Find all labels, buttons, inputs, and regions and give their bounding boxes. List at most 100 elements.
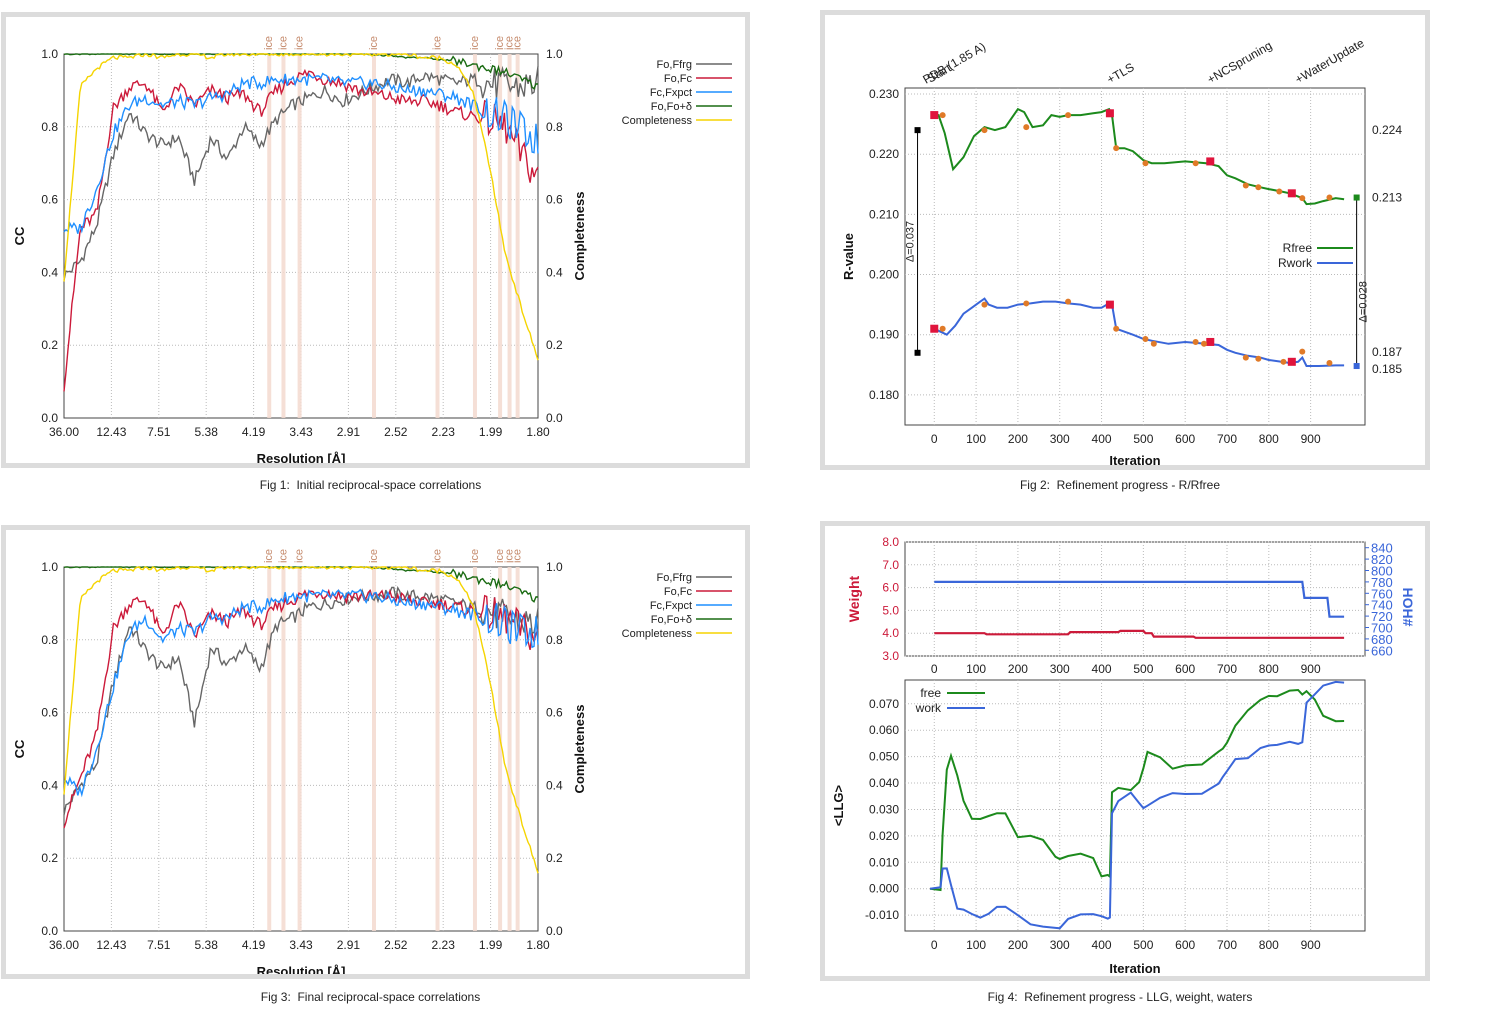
series-line-3 bbox=[63, 566, 539, 603]
ice-ring-label: ice bbox=[432, 549, 444, 563]
rfree-start-marker bbox=[930, 111, 939, 120]
ice-ring-label: ice bbox=[277, 549, 289, 563]
series-line-4 bbox=[63, 53, 539, 361]
x-tick-label: 100 bbox=[966, 662, 986, 676]
ice-ring-label: ice bbox=[263, 36, 275, 50]
x-tick-label: 1.80 bbox=[526, 938, 550, 952]
ice-ring-label: ice bbox=[368, 36, 380, 50]
weight-tick-label: 5.0 bbox=[882, 603, 899, 617]
hoh-tick-label: 660 bbox=[1371, 643, 1393, 658]
legend-label: Fo,Fc bbox=[664, 73, 693, 85]
orange-dot-marker bbox=[1242, 354, 1249, 361]
y-axis-label: CC bbox=[12, 226, 27, 245]
x-tick-label: 5.38 bbox=[195, 425, 219, 439]
y2-tick-label: 0.2 bbox=[546, 338, 563, 352]
ice-ring-label: ice bbox=[494, 36, 506, 50]
ice-ring-label: ice bbox=[368, 549, 380, 563]
x-tick-label: 800 bbox=[1259, 432, 1279, 446]
y-tick-label: 0.0 bbox=[41, 411, 58, 425]
x-tick-label: 5.38 bbox=[195, 938, 219, 952]
y2-tick-label: 0.0 bbox=[546, 924, 563, 938]
x-tick-label: 500 bbox=[1133, 938, 1153, 952]
ice-ring-label: ice bbox=[432, 36, 444, 50]
y-tick-label: 0.230 bbox=[869, 87, 899, 101]
y-tick-label: 0.2 bbox=[41, 338, 58, 352]
y2-tick-label: 1.0 bbox=[546, 47, 563, 61]
orange-dot-marker bbox=[939, 112, 946, 119]
rwork-start-marker bbox=[930, 324, 939, 333]
x-tick-label: 4.19 bbox=[242, 938, 266, 952]
top-plot-frame bbox=[904, 541, 1366, 657]
rfree-start-marker bbox=[1105, 109, 1114, 118]
orange-dot-marker bbox=[1299, 195, 1306, 202]
orange-dot-marker bbox=[1113, 325, 1120, 332]
x-axis-label: Iteration bbox=[1109, 453, 1160, 465]
ice-ring-band bbox=[515, 567, 520, 931]
y-tick-label: 0.060 bbox=[869, 723, 899, 737]
legend-label: free bbox=[920, 686, 941, 700]
weight-tick-label: 4.0 bbox=[882, 626, 899, 640]
ice-ring-band bbox=[281, 54, 286, 418]
x-tick-label: 900 bbox=[1301, 662, 1321, 676]
ice-ring-band bbox=[435, 54, 440, 418]
legend-label: Rfree bbox=[1283, 241, 1313, 255]
ice-ring-label: ice bbox=[504, 36, 516, 50]
y2-tick-label: 0.4 bbox=[546, 265, 563, 279]
x-tick-label: 12.43 bbox=[96, 938, 126, 952]
series-line-free bbox=[929, 688, 1345, 892]
y-tick-label: 0.010 bbox=[869, 855, 899, 869]
orange-dot-marker bbox=[1065, 298, 1072, 305]
orange-dot-marker bbox=[1255, 184, 1262, 191]
legend-label: Fo,Ffrg bbox=[657, 572, 692, 584]
legend-label: Fo,Fo+δ bbox=[651, 101, 692, 113]
orange-dot-marker bbox=[1142, 335, 1149, 342]
x-tick-label: 1.80 bbox=[526, 425, 550, 439]
ice-ring-band bbox=[267, 54, 272, 418]
ice-ring-label: ice bbox=[263, 549, 275, 563]
legend-label: Rwork bbox=[1278, 256, 1313, 270]
series-line-2 bbox=[63, 72, 539, 234]
y2-tick-label: 0.2 bbox=[546, 851, 563, 865]
y-tick-label: 0.2 bbox=[41, 851, 58, 865]
x-tick-label: 200 bbox=[1008, 432, 1028, 446]
x-tick-label: 2.52 bbox=[384, 425, 408, 439]
right-value-label: 0.187 bbox=[1372, 345, 1402, 359]
orange-dot-marker bbox=[1276, 188, 1283, 195]
fig3-caption: Fig 3: Final reciprocal-space correlatio… bbox=[260, 990, 481, 1004]
ice-ring-label: ice bbox=[512, 36, 524, 50]
orange-dot-marker bbox=[1113, 145, 1120, 152]
orange-dot-marker bbox=[1280, 358, 1287, 365]
y-tick-label: 0.4 bbox=[41, 778, 58, 792]
y-tick-label: 0.050 bbox=[869, 750, 899, 764]
ice-ring-band bbox=[472, 54, 477, 418]
y-axis-label: CC bbox=[12, 739, 27, 758]
ice-ring-band bbox=[371, 54, 376, 418]
orange-dot-marker bbox=[1326, 360, 1333, 367]
x-tick-label: 3.43 bbox=[289, 938, 313, 952]
x-tick-label: 300 bbox=[1050, 938, 1070, 952]
y2-tick-label: 0.0 bbox=[546, 411, 563, 425]
legend-label: Fo,Fo+δ bbox=[651, 614, 692, 626]
series-line-hoh bbox=[934, 580, 1345, 618]
fig2-caption: Fig 2: Refinement progress - R/Rfree bbox=[1019, 478, 1221, 492]
fig4-panel: 0 100 200 300 400 500 600 700 800 900 3.0 4.0 5.0 6.0… bbox=[820, 521, 1430, 981]
pdb-marker bbox=[914, 127, 921, 134]
x-tick-label: 36.00 bbox=[49, 938, 79, 952]
y-tick-label: -0.010 bbox=[865, 908, 899, 922]
x-tick-label: 3.43 bbox=[289, 425, 313, 439]
x-tick-label: 0 bbox=[931, 432, 938, 446]
y-axis-label: R-value bbox=[841, 233, 856, 280]
hoh-tick-label: 700 bbox=[1371, 621, 1393, 636]
x-tick-label: 500 bbox=[1133, 662, 1153, 676]
series-line-work bbox=[929, 680, 1345, 930]
legend-label: Completeness bbox=[622, 115, 693, 127]
fig3-chart: 36.00 12.43 7.51 5.38 4.19 3.43 2.91 2.52 2.23 1.… bbox=[12, 549, 732, 974]
x-tick-label: 400 bbox=[1092, 938, 1112, 952]
x-tick-label: 2.52 bbox=[384, 938, 408, 952]
orange-dot-marker bbox=[939, 325, 946, 332]
orange-dot-marker bbox=[1023, 124, 1030, 131]
legend-label: Fc,Fxpct bbox=[650, 87, 692, 99]
fig2-chart: 0 100 200 300 400 500 600 700 800 900 0.180 0.190 0.… bbox=[841, 36, 1402, 465]
y-axis-label: <LLG> bbox=[831, 785, 846, 827]
x-axis-label: Iteration bbox=[1109, 961, 1160, 976]
